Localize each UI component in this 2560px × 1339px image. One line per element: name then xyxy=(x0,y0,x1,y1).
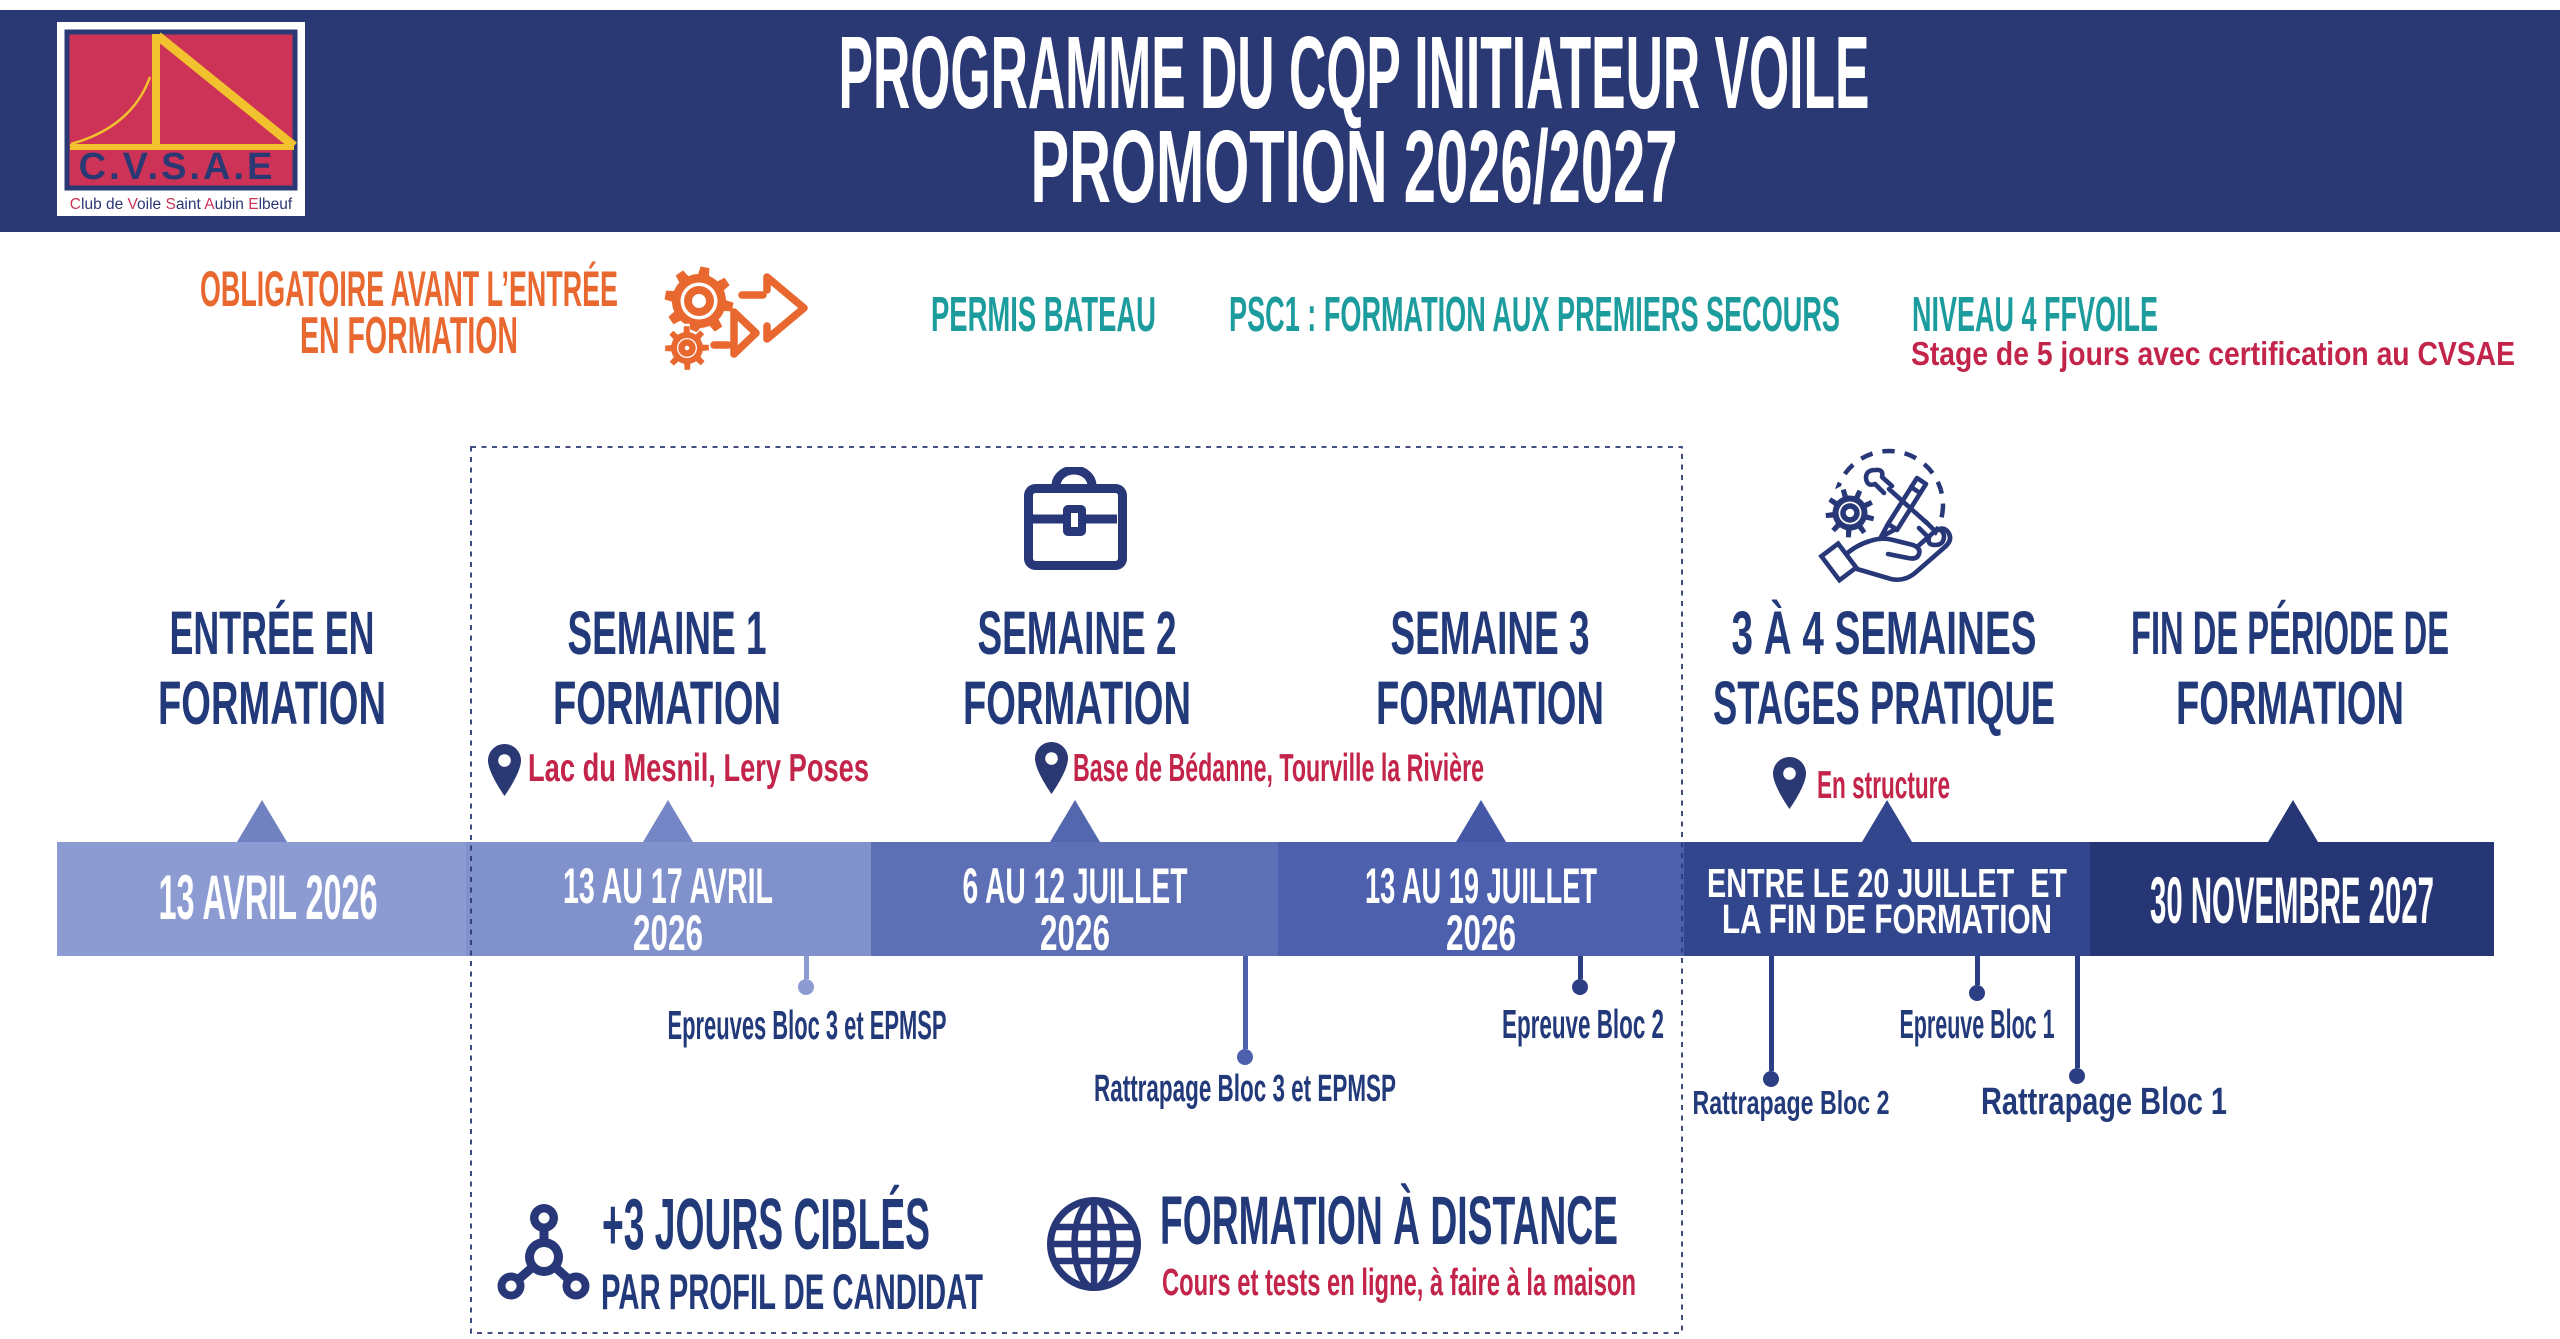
svg-text:C.V.S.A.E: C.V.S.A.E xyxy=(79,146,276,188)
svg-text:Club de Voile Saint Aubin Elbe: Club de Voile Saint Aubin Elbeuf xyxy=(70,196,293,213)
